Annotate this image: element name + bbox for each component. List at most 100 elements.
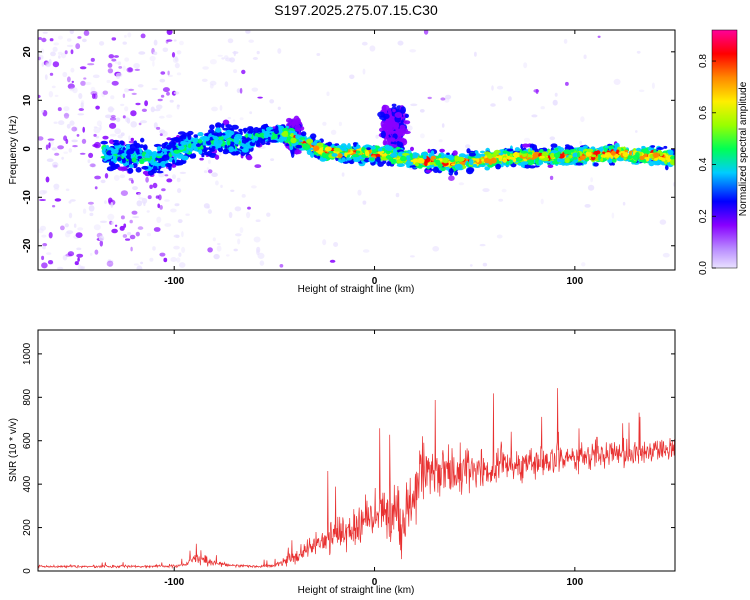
spectrogram-cell	[406, 163, 410, 168]
spectrogram-cell	[213, 253, 220, 260]
spectrogram-cell	[122, 93, 126, 99]
spectrogram-cell	[639, 155, 645, 161]
spectrogram-cell	[173, 91, 180, 95]
spectrogram-cell	[135, 102, 141, 106]
spectrogram-cell	[169, 99, 174, 103]
spectrogram-cell	[444, 97, 450, 103]
spectrogram-cell	[75, 43, 81, 50]
spectrogram-cell	[121, 153, 128, 157]
spectrogram-cell	[96, 120, 102, 127]
spectrogram-cell	[99, 220, 108, 223]
spectrogram-cell	[391, 137, 396, 143]
spectrogram-cell	[139, 148, 143, 154]
spectrogram-cell	[114, 128, 121, 135]
spectrogram-cell	[197, 132, 204, 137]
spectrogram-cell	[53, 121, 58, 124]
spectrogram-cell	[89, 252, 93, 256]
spectrogram-xtick-label: -100	[164, 276, 184, 287]
spectrogram-cell	[202, 66, 209, 70]
spectrogram-cell	[233, 248, 238, 252]
spectrogram-cell	[127, 67, 133, 72]
spectrogram-cell	[60, 225, 65, 231]
spectrogram-cell	[138, 51, 146, 55]
snr-ytick-label: 400	[22, 475, 33, 492]
spectrogram-cell	[277, 48, 282, 54]
spectrogram-cell	[585, 151, 592, 157]
spectrogram-cell	[338, 121, 342, 127]
spectrogram-cell	[111, 58, 117, 62]
spectrogram-cell	[68, 212, 73, 219]
spectrogram-cell	[146, 232, 151, 237]
spectrogram-cell	[362, 249, 370, 253]
spectrogram-cell	[150, 159, 155, 166]
spectrogram-cell	[569, 149, 575, 153]
spectrogram-cell	[454, 163, 463, 171]
spectrogram-cell	[111, 228, 118, 234]
spectrogram-cell	[66, 38, 72, 42]
spectrogram-cell	[85, 81, 92, 86]
spectrogram-cell	[220, 184, 223, 188]
spectrogram-cell	[423, 30, 429, 35]
spectrogram-cell	[410, 146, 414, 152]
spectrogram-cell	[257, 128, 261, 133]
spectrogram-cell	[498, 152, 503, 156]
spectrogram-cell	[345, 157, 352, 161]
spectrogram-cell	[549, 136, 556, 141]
spectrogram-cell	[224, 81, 229, 87]
spectrogram-cell	[70, 199, 76, 202]
spectrogram-cell	[119, 225, 125, 231]
spectrogram-cell	[507, 148, 513, 152]
spectrogram-cell	[179, 171, 187, 174]
spectrogram-cell	[143, 157, 151, 162]
spectrogram-cell	[207, 247, 213, 253]
spectrogram-cell	[161, 148, 169, 152]
spectrogram-cell	[212, 237, 216, 242]
spectrogram-cell	[583, 54, 587, 60]
spectrogram-cell	[173, 155, 177, 161]
spectrogram-cell	[92, 143, 99, 148]
spectrogram-cell	[533, 89, 540, 93]
spectrogram-cell	[337, 153, 343, 159]
spectrogram-cell	[104, 155, 111, 160]
spectrogram-cell	[505, 160, 510, 165]
spectrogram-cell	[209, 59, 217, 65]
spectrogram-cell	[563, 38, 568, 44]
spectrogram-cell	[465, 144, 471, 149]
spectrogram-cell	[476, 157, 480, 163]
spectrogram-cell	[563, 162, 571, 166]
spectrogram-ytick-label: 20	[22, 46, 33, 58]
spectrogram-cell	[77, 257, 80, 262]
spectrogram-cell	[421, 151, 428, 156]
spectrogram-cell	[487, 153, 493, 160]
spectrogram-cell	[110, 95, 115, 100]
spectrogram-cell	[448, 168, 454, 174]
spectrogram-cell	[217, 54, 223, 57]
spectrogram-cell	[209, 148, 215, 152]
spectrogram-cell	[178, 262, 186, 268]
spectrogram-cell	[136, 192, 141, 195]
spectrogram-cell	[176, 72, 182, 76]
spectrogram-cell	[135, 148, 140, 154]
spectrogram-cell	[48, 91, 54, 98]
spectrogram-cell	[79, 66, 87, 70]
spectrogram-cell	[101, 92, 106, 98]
spectrogram-cell	[173, 149, 181, 154]
spectrogram-cell	[480, 150, 485, 154]
spectrogram-cell	[149, 257, 154, 262]
spectrogram-cell	[472, 164, 478, 168]
spectrogram-cell	[295, 134, 301, 140]
spectrogram-cell	[435, 159, 441, 166]
spectrogram-cell	[54, 94, 59, 97]
spectrogram-cell	[234, 133, 243, 140]
spectrogram-cell	[155, 195, 160, 199]
spectrogram-cell	[496, 234, 503, 239]
spectrogram-cell	[110, 114, 116, 119]
spectrogram-cell	[495, 163, 501, 170]
spectrogram-cell	[241, 69, 246, 75]
spectrogram-cell	[176, 177, 181, 183]
spectrogram-cell	[584, 204, 591, 208]
spectrogram-cell	[209, 80, 217, 86]
spectrogram-cell	[135, 231, 140, 237]
spectrogram-cell	[65, 253, 72, 257]
spectrogram-cell	[177, 188, 182, 194]
